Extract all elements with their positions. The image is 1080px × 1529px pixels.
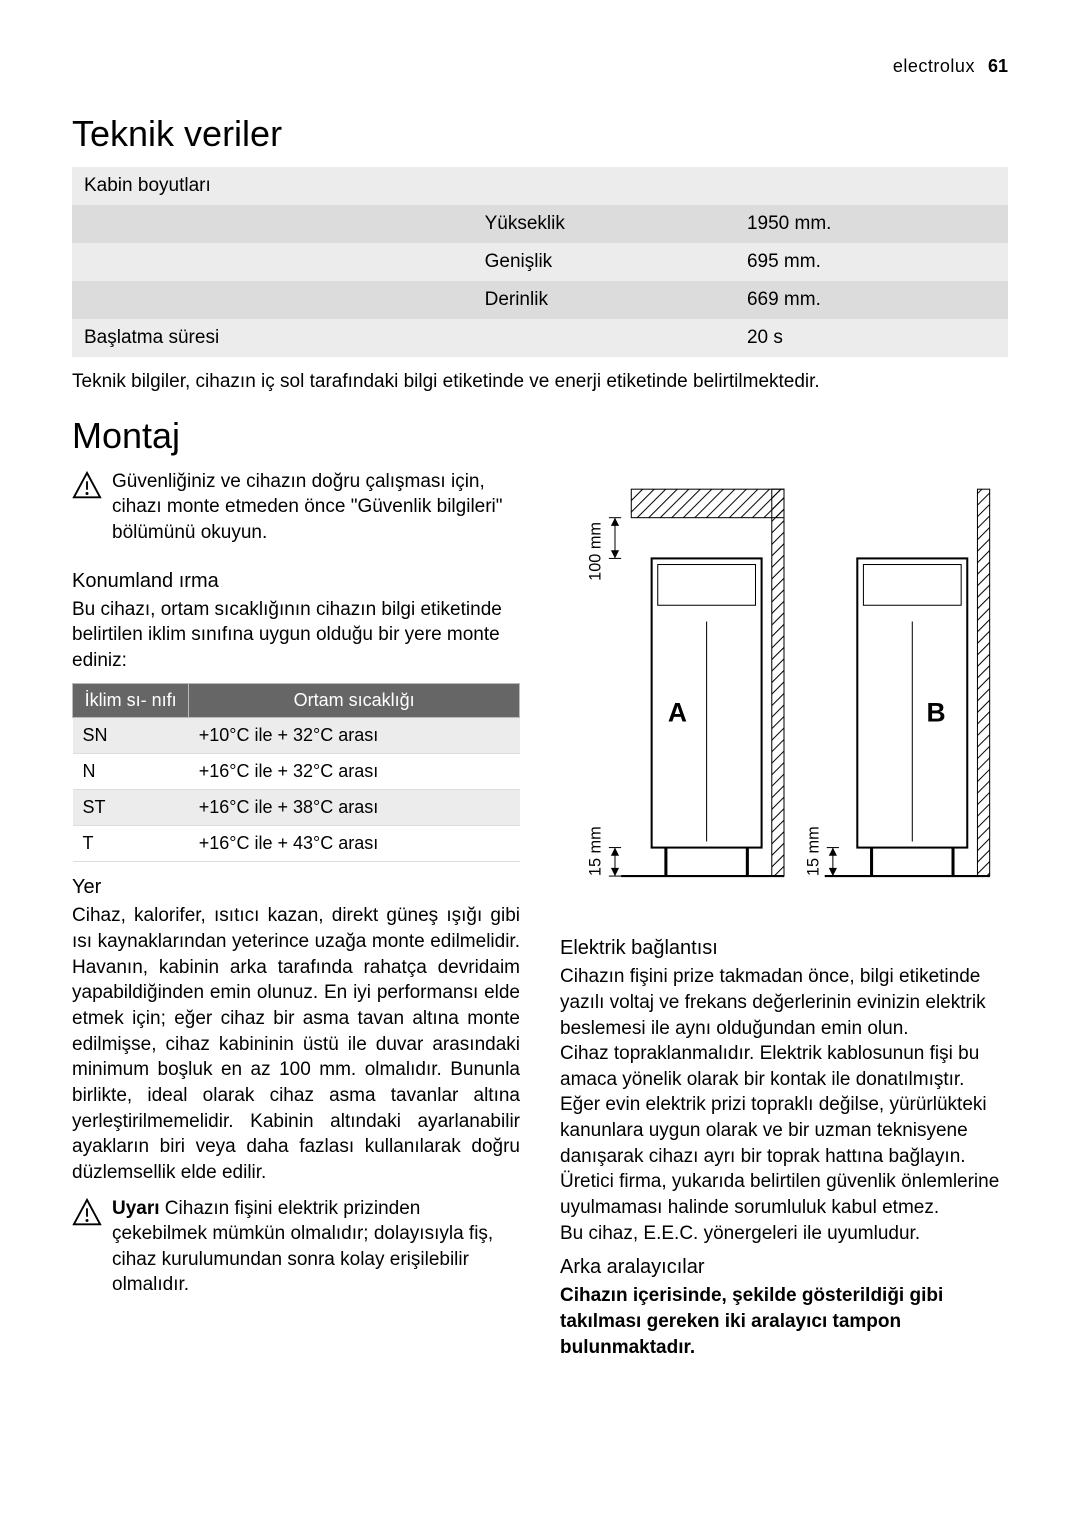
page-number: 61 xyxy=(988,56,1008,76)
table-cell: Yükseklik xyxy=(473,205,735,243)
subheading-elektrik: Elektrik bağlantısı xyxy=(560,937,1008,960)
table-cell xyxy=(72,281,473,319)
arka-bold-text: Cihazın içerisinde, şekilde gösterildiği… xyxy=(560,1283,1008,1360)
table-cell xyxy=(735,167,1008,205)
table-cell: ST xyxy=(73,790,189,826)
table-cell: SN xyxy=(73,718,189,754)
table-cell: +16°C ile + 38°C arası xyxy=(189,790,520,826)
table-cell: Genişlik xyxy=(473,243,735,281)
table-row: Derinlik669 mm. xyxy=(72,281,1008,319)
climate-header-right: Ortam sıcaklığı xyxy=(189,684,520,718)
diagram-label-15b: 15 mm xyxy=(805,826,823,876)
subheading-arka: Arka aralayıcılar xyxy=(560,1256,1008,1279)
subheading-yer: Yer xyxy=(72,876,520,899)
table-cell: +16°C ile + 43°C arası xyxy=(189,826,520,862)
yer-text: Cihaz, kalorifer, ısıtıcı kazan, direkt … xyxy=(72,903,520,1185)
table-row: N+16°C ile + 32°C arası xyxy=(73,754,520,790)
diagram-label-100: 100 mm xyxy=(587,522,605,581)
table-cell: Başlatma süresi xyxy=(72,319,473,357)
section-title-teknik: Teknik veriler xyxy=(72,113,1008,155)
table-row: SN+10°C ile + 32°C arası xyxy=(73,718,520,754)
table-cell: 695 mm. xyxy=(735,243,1008,281)
climate-table: İklim sı- nıfı Ortam sıcaklığı SN+10°C i… xyxy=(72,683,520,862)
climate-header-left: İklim sı- nıfı xyxy=(73,684,189,718)
spec-table: Kabin boyutlarıYükseklik1950 mm.Genişlik… xyxy=(72,167,1008,357)
warn2-body: Cihazın fişini elektrik prizinden çekebi… xyxy=(112,1198,493,1296)
table-row: T+16°C ile + 43°C arası xyxy=(73,826,520,862)
warning-icon xyxy=(72,1198,102,1226)
right-column: 100 mm 15 mm A xyxy=(560,469,1008,1371)
subheading-konum: Konumland ırma xyxy=(72,570,520,593)
installation-diagram: 100 mm 15 mm A xyxy=(560,479,1008,912)
table-cell: N xyxy=(73,754,189,790)
section-title-montaj: Montaj xyxy=(72,415,1008,457)
brand-label: electrolux xyxy=(893,56,975,76)
diagram-B: B xyxy=(927,697,946,727)
table-cell: Kabin boyutları xyxy=(72,167,473,205)
table-row: ST+16°C ile + 38°C arası xyxy=(73,790,520,826)
table-cell: 669 mm. xyxy=(735,281,1008,319)
table-cell: +10°C ile + 32°C arası xyxy=(189,718,520,754)
left-column: Güvenliğiniz ve cihazın doğru çalışması … xyxy=(72,469,520,1371)
table-row: Genişlik695 mm. xyxy=(72,243,1008,281)
warning-icon xyxy=(72,471,102,499)
table-row: Kabin boyutları xyxy=(72,167,1008,205)
table-cell: 1950 mm. xyxy=(735,205,1008,243)
warn2-lead: Uyarı xyxy=(112,1198,160,1219)
warning-text-1: Güvenliğiniz ve cihazın doğru çalışması … xyxy=(112,469,520,546)
table-cell xyxy=(72,243,473,281)
table-cell xyxy=(473,319,735,357)
table-cell xyxy=(473,167,735,205)
warning-block-2: Uyarı Cihazın fişini elektrik prizinden … xyxy=(72,1196,520,1309)
diagram-A: A xyxy=(668,697,687,727)
table-cell: 20 s xyxy=(735,319,1008,357)
page-header: electrolux 61 xyxy=(72,56,1008,77)
warning-text-2: Uyarı Cihazın fişini elektrik prizinden … xyxy=(112,1196,520,1299)
warning-block-1: Güvenliğiniz ve cihazın doğru çalışması … xyxy=(72,469,520,556)
table-cell: Derinlik xyxy=(473,281,735,319)
table-cell xyxy=(72,205,473,243)
konum-text: Bu cihazı, ortam sıcaklığının cihazın bi… xyxy=(72,597,520,674)
table-row: Yükseklik1950 mm. xyxy=(72,205,1008,243)
table-cell: T xyxy=(73,826,189,862)
spec-footer-note: Teknik bilgiler, cihazın iç sol tarafınd… xyxy=(72,369,1008,395)
table-cell: +16°C ile + 32°C arası xyxy=(189,754,520,790)
table-row: Başlatma süresi 20 s xyxy=(72,319,1008,357)
elektrik-text: Cihazın fişini prize takmadan önce, bilg… xyxy=(560,964,1008,1246)
diagram-label-15a: 15 mm xyxy=(587,826,605,876)
